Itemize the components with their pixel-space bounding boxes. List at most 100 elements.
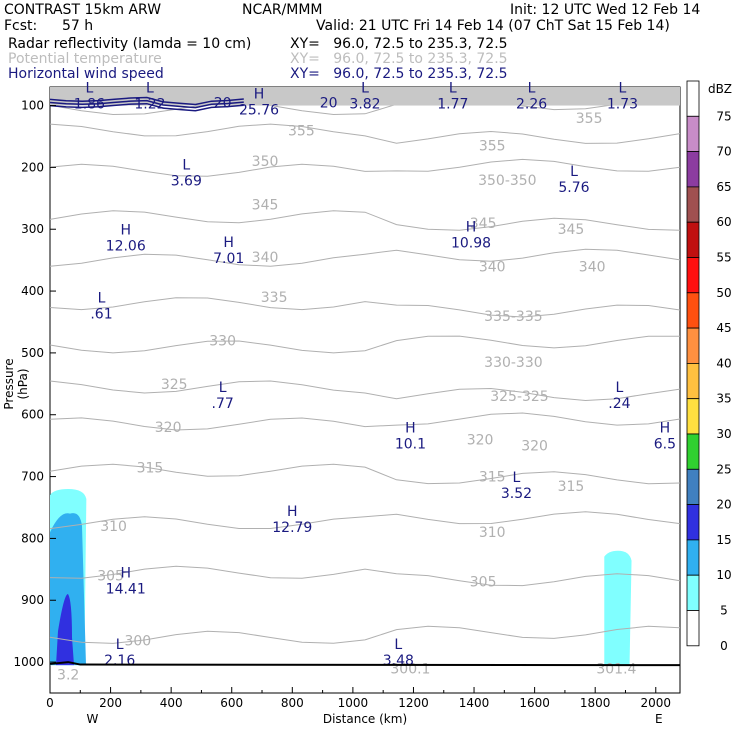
theta-contour-310	[49, 511, 681, 530]
x-axis-label: Distance (km)	[323, 712, 407, 726]
extremum-value-21: 3.48	[383, 653, 414, 669]
extremum-value-4: 1.77	[437, 96, 468, 112]
extremum-symbol-18: H	[287, 504, 298, 520]
theta-contour-350	[49, 158, 681, 177]
x-tick-label-10: 2000	[640, 696, 671, 710]
y-tick-label-4: 500	[21, 346, 44, 360]
extremum-value-12: .61	[90, 307, 112, 323]
theta-label-29: 301.4	[596, 661, 636, 677]
extremum-value-1: 1.22	[134, 96, 165, 112]
theta-label-19: 320	[521, 439, 548, 455]
theta-contour-320	[49, 412, 681, 431]
colorbar-swatch-65	[686, 151, 700, 188]
extremum-symbol-15: L	[616, 380, 624, 396]
colorbar-label-5: 5	[720, 604, 728, 618]
extremum-value-11: 10.98	[451, 235, 491, 251]
theta-label-7: 345	[558, 222, 585, 238]
extremum-symbol-1: L	[146, 80, 154, 96]
theta-label-18: 320	[467, 432, 494, 448]
theta-contour-305	[49, 565, 681, 587]
reflectivity-cell-east-cell	[604, 550, 632, 666]
colorbar-swatch-5	[686, 574, 700, 611]
extremum-value-16: 6.5	[654, 436, 676, 452]
y-tick-label-0: 100	[21, 99, 44, 113]
theta-contour-340	[49, 248, 681, 267]
extremum-symbol-12: L	[98, 291, 106, 307]
x-end-label-east: E	[655, 712, 663, 726]
theta-contour-325	[49, 380, 681, 402]
colorbar-swatch-45	[686, 292, 700, 329]
org-name: NCAR/MMM	[242, 2, 323, 18]
extremum-value-20: 2.16	[104, 653, 135, 669]
fcst-value: 57 h	[62, 18, 94, 34]
field1-name: Radar reflectivity (lamda = 10 cm)	[8, 36, 252, 52]
theta-label-22: 315	[558, 479, 585, 495]
theta-label-13: 330	[209, 334, 236, 350]
theta-label-23: 310	[100, 519, 127, 535]
extremum-symbol-16: H	[660, 420, 671, 436]
wind-contour-3	[49, 102, 244, 112]
theta-label-8: 340	[252, 250, 279, 266]
extremum-value-6: 1.73	[607, 96, 638, 112]
x-tick-label-0: 0	[46, 696, 54, 710]
y-tick-label-3: 400	[21, 284, 44, 298]
colorbar-swatch-60	[686, 186, 700, 223]
upper-theta-band	[50, 87, 680, 106]
field3-xy: XY= 96.0, 72.5 to 235.3, 72.5	[290, 66, 508, 82]
theta-label-1: 355	[479, 139, 506, 155]
extremum-symbol-14: H	[405, 420, 416, 436]
theta-label-17: 320	[155, 420, 182, 436]
extremum-symbol-10: H	[223, 235, 234, 251]
colorbar-label-35: 35	[716, 392, 731, 406]
theta-label-30: 3.2	[57, 667, 79, 683]
field3-name: Horizontal wind speed	[8, 66, 164, 82]
x-tick-label-6: 1200	[398, 696, 429, 710]
valid-time: Valid: 21 UTC Fri 14 Feb 14 (07 ChT Sat …	[316, 18, 670, 34]
ground-surface-line	[49, 661, 681, 667]
extremum-symbol-4: L	[449, 80, 457, 96]
extremum-symbol-13: L	[219, 380, 227, 396]
extremum-value-13: .77	[212, 396, 234, 412]
theta-contour-330	[49, 335, 680, 354]
extremum-value-17: 3.52	[501, 486, 532, 502]
extremum-symbol-3: L	[361, 80, 369, 96]
theta-label-15: 325	[161, 377, 188, 393]
theta-label-6: 345	[470, 216, 497, 232]
theta-label-14: 330-330	[484, 355, 543, 371]
y-tick-label-9: 1000	[13, 655, 44, 669]
extremum-value-2: 25.76	[239, 102, 279, 118]
colorbar-label-50: 50	[716, 286, 731, 300]
colorbar-label-40: 40	[716, 356, 731, 370]
theta-label-21: 315	[479, 470, 506, 486]
extremum-symbol-9: H	[120, 223, 131, 239]
colorbar-swatch-55	[686, 221, 700, 258]
theta-label-2: 355	[576, 111, 603, 127]
colorbar-swatch-35	[686, 362, 700, 400]
theta-label-4: 350-350	[478, 173, 537, 189]
colorbar-label-45: 45	[716, 321, 731, 335]
field2-xy: XY= 96.0, 72.5 to 235.3, 72.5	[290, 51, 508, 67]
extremum-symbol-17: L	[513, 470, 521, 486]
y-tick-label-1: 200	[21, 160, 44, 174]
extremum-value-14: 10.1	[395, 436, 426, 452]
reflectivity-core-15-west-cell	[56, 594, 74, 666]
colorbar-swatch-30	[686, 398, 700, 435]
y-tick-label-6: 700	[21, 470, 44, 484]
colorbar-label-20: 20	[716, 498, 731, 512]
theta-label-3: 350	[252, 154, 279, 170]
y-axis-label: Pressure (hPa)	[2, 358, 30, 410]
y-tick-label-8: 900	[21, 593, 44, 607]
theta-label-27: 300	[124, 633, 151, 649]
colorbar-label-65: 65	[716, 180, 731, 194]
colorbar-swatch-70	[686, 115, 700, 153]
y-tick-label-7: 800	[21, 531, 44, 545]
extremum-value-18: 12.79	[272, 520, 312, 536]
x-tick-label-1: 200	[99, 696, 122, 710]
colorbar-swatch-15	[686, 504, 700, 541]
extremum-value-3: 3.82	[349, 96, 380, 112]
extremum-value-7: 3.69	[171, 174, 202, 190]
extremum-value-19: 14.41	[106, 582, 146, 598]
x-end-label-west: W	[86, 712, 98, 726]
colorbar-label-60: 60	[716, 215, 731, 229]
colorbar-swatch-50	[686, 257, 700, 294]
